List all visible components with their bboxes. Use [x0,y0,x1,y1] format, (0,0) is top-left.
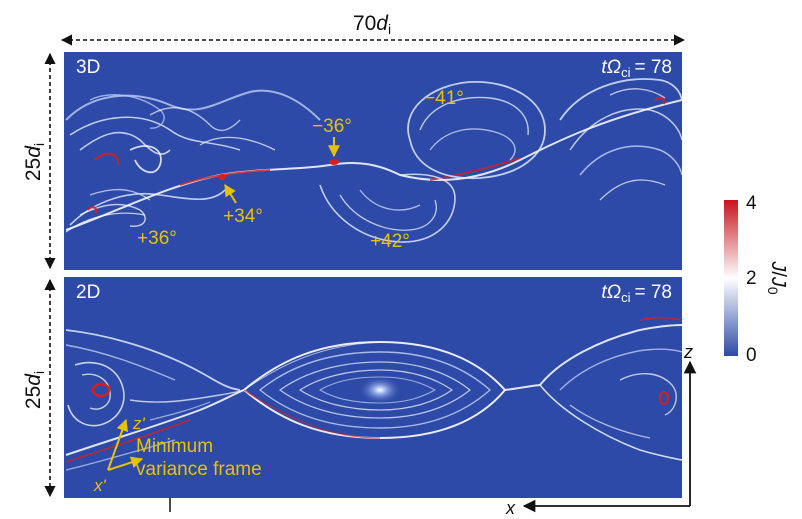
height-dimension-top: 25di [22,52,56,270]
angle-label-minus41: −41° [424,88,464,109]
colorbar-tick-0: 0 [746,345,757,366]
colorbar: 4 2 0 J/J0 [724,193,789,366]
angle-label-plus36: +36° [137,228,177,249]
panel-divider [64,270,682,277]
angle-label-plus34: +34° [223,206,263,227]
height-label-bottom: 25di [22,371,47,409]
panel-2d: 2D tΩci = 78 z' x' Minimum variance frame [64,277,682,498]
panel-3d-label: 3D [76,57,100,78]
height-label-top: 25di [22,143,47,181]
coordinate-axes: z x [505,342,697,518]
coord-axis-x: x [505,498,516,518]
angle-label-minus36: −36° [312,116,352,137]
panel-3d: 3D tΩci = 78 −36° −41° +34° +36° +42° [64,52,682,270]
colorbar-label: J/J0 [765,260,789,295]
frame-label-line1: Minimum [136,436,213,457]
height-dimension-bottom: 25di [22,278,56,498]
colorbar-gradient [724,200,738,356]
colorbar-tick-2: 2 [746,268,757,289]
frame-axis-x-prime: x' [93,476,107,495]
width-label: 70di [353,12,391,37]
width-dimension: 70di [60,12,686,46]
panel-2d-label: 2D [76,282,100,303]
coord-axis-z: z [683,342,693,362]
angle-label-plus42: +42° [370,231,410,252]
frame-axis-z-prime: z' [132,414,146,433]
minimum-variance-frame: z' x' Minimum variance frame [93,414,262,495]
frame-label-line2: variance frame [136,459,262,480]
panel-3d-time: tΩci = 78 [601,57,672,80]
panel-2d-time: tΩci = 78 [601,282,672,305]
colorbar-tick-4: 4 [746,193,757,214]
